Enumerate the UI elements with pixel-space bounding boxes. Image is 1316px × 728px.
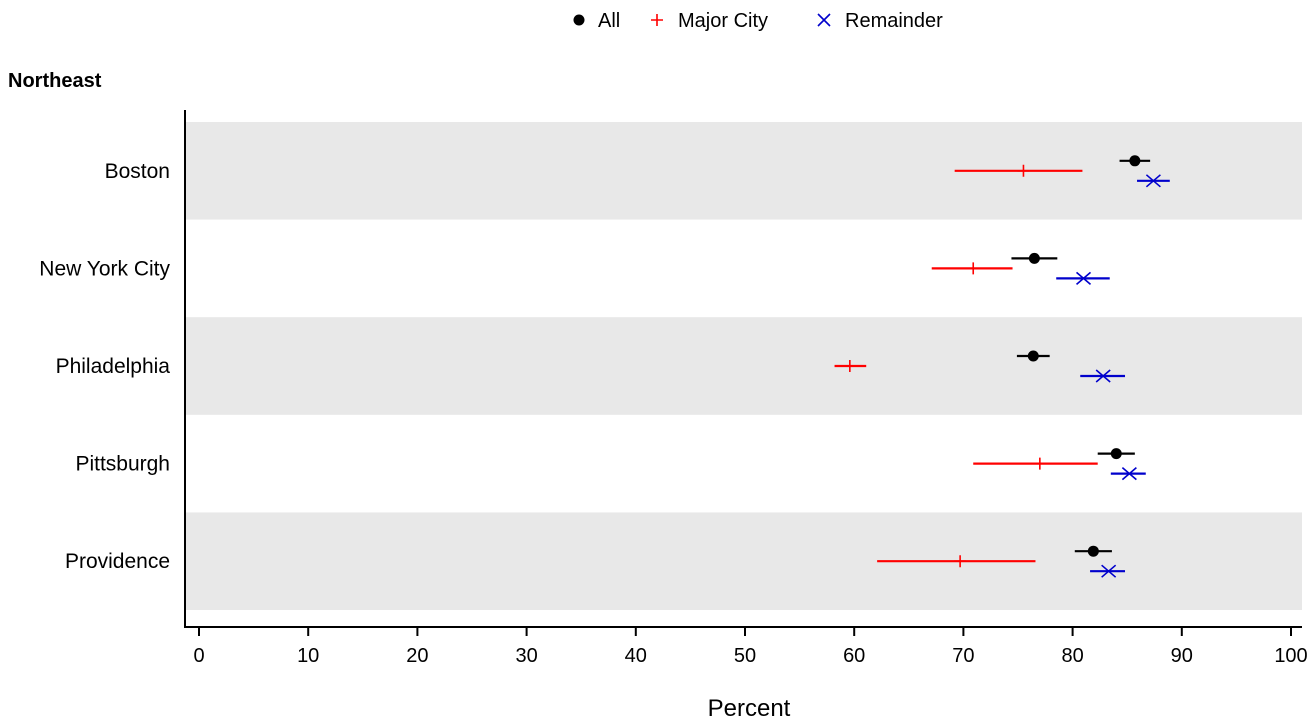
legend-marker-remainder bbox=[817, 13, 831, 27]
legend-label-all: All bbox=[598, 10, 620, 32]
point-major-city-boston bbox=[954, 164, 1083, 177]
band-philadelphia bbox=[185, 317, 1302, 415]
point-all-providence bbox=[1074, 545, 1112, 557]
category-label-pittsburgh: Pittsburgh bbox=[75, 453, 170, 476]
series-all bbox=[1011, 155, 1151, 557]
marker-major-city-boston bbox=[1017, 164, 1030, 177]
point-all-philadelphia bbox=[1016, 350, 1050, 362]
category-label-philadelphia: Philadelphia bbox=[56, 355, 171, 378]
marker-major-city-pittsburgh bbox=[1033, 457, 1046, 470]
data-marks bbox=[834, 155, 1170, 578]
x-axis-title: Percent bbox=[708, 695, 791, 722]
point-remainder-new-york-city bbox=[1056, 271, 1110, 286]
marker-remainder-providence bbox=[1101, 564, 1117, 578]
marker-remainder-philadelphia bbox=[1095, 369, 1111, 383]
legend-label-major-city: Major City bbox=[678, 10, 768, 32]
x-tick-label-0: 0 bbox=[193, 645, 204, 667]
marker-all-new-york-city bbox=[1028, 252, 1040, 264]
x-tick-label-60: 60 bbox=[843, 645, 865, 667]
x-tick-label-90: 90 bbox=[1171, 645, 1193, 667]
x-tick-label-100: 100 bbox=[1274, 645, 1307, 667]
category-bands bbox=[185, 122, 1302, 610]
marker-all-providence bbox=[1087, 545, 1099, 557]
panel-title: Northeast bbox=[8, 70, 102, 92]
point-remainder-providence bbox=[1090, 564, 1126, 578]
x-tick-label-50: 50 bbox=[734, 645, 756, 667]
point-remainder-boston bbox=[1137, 174, 1170, 188]
point-remainder-pittsburgh bbox=[1110, 466, 1146, 481]
category-label-boston: Boston bbox=[105, 160, 170, 183]
marker-remainder-pittsburgh bbox=[1121, 466, 1137, 481]
series-remainder bbox=[1056, 174, 1170, 578]
legend-item-remainder: Remainder bbox=[817, 10, 943, 32]
axes bbox=[184, 110, 1302, 628]
point-all-pittsburgh bbox=[1097, 448, 1135, 460]
legend-marker-all bbox=[573, 14, 585, 26]
legend-item-major-city: Major City bbox=[651, 10, 768, 32]
x-tick-label-30: 30 bbox=[515, 645, 537, 667]
category-labels: Boston New York City Philadelphia Pittsburg… bbox=[39, 160, 170, 573]
x-tick-label-10: 10 bbox=[297, 645, 319, 667]
marker-remainder-boston bbox=[1145, 174, 1161, 188]
marker-all-boston bbox=[1129, 155, 1141, 167]
legend-marker-major-city bbox=[651, 14, 663, 26]
point-major-city-philadelphia bbox=[834, 360, 867, 372]
marker-remainder-new-york-city bbox=[1075, 271, 1092, 286]
point-all-new-york-city bbox=[1011, 252, 1058, 264]
point-major-city-providence bbox=[877, 555, 1036, 568]
point-all-boston bbox=[1119, 155, 1151, 167]
band-boston bbox=[185, 122, 1302, 220]
series-major-city bbox=[834, 164, 1098, 568]
x-tick-label-40: 40 bbox=[625, 645, 647, 667]
point-remainder-philadelphia bbox=[1080, 369, 1126, 383]
marker-major-city-philadelphia bbox=[843, 360, 856, 372]
category-label-providence: Providence bbox=[65, 550, 170, 573]
legend-item-all: All bbox=[573, 10, 620, 32]
marker-major-city-new-york-city bbox=[967, 262, 980, 275]
x-tick-label-70: 70 bbox=[952, 645, 974, 667]
legend-label-remainder: Remainder bbox=[845, 10, 943, 32]
marker-all-pittsburgh bbox=[1110, 448, 1122, 460]
band-providence bbox=[185, 512, 1302, 610]
x-axis-ticks: 0 10 20 30 40 50 60 70 80 90 100 bbox=[193, 627, 1308, 667]
point-major-city-new-york-city bbox=[931, 262, 1013, 275]
marker-major-city-providence bbox=[954, 555, 967, 568]
category-label-new-york-city: New York City bbox=[39, 257, 170, 280]
point-major-city-pittsburgh bbox=[973, 457, 1098, 470]
marker-all-philadelphia bbox=[1027, 350, 1039, 362]
x-tick-label-20: 20 bbox=[406, 645, 428, 667]
legend: All Major City Remainder bbox=[573, 10, 943, 32]
x-tick-label-80: 80 bbox=[1061, 645, 1083, 667]
